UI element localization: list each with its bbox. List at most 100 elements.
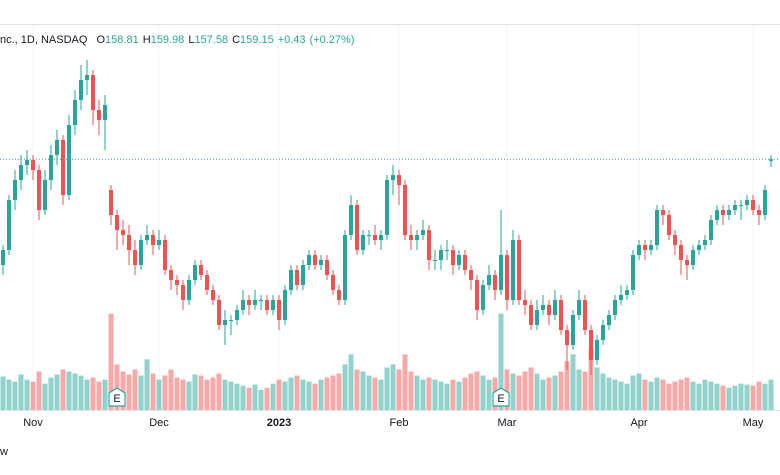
volume-bar [504,369,510,410]
candle-body [463,255,467,270]
volume-bar [696,383,702,410]
legend-key: H [143,34,151,46]
candle-body [223,320,227,325]
volume-bar [240,385,246,410]
candle-body [379,235,383,240]
candle-body [631,255,635,290]
candle-body [415,235,419,240]
volume-bar [210,377,216,410]
volume-bar [750,385,756,410]
volume-bar [366,375,372,410]
volume-bar [708,381,714,410]
candle-body [19,165,23,180]
volume-bar [600,373,606,410]
volume-layer [0,313,774,410]
x-tick-label: Apr [630,417,647,429]
candle-body [757,210,761,215]
x-tick-label: Feb [390,417,409,429]
candle-body [325,260,329,275]
volume-bar [6,379,12,410]
volume-bar [756,381,762,410]
volume-bar [288,377,294,410]
candle-body [211,290,215,300]
volume-bar [726,387,732,410]
volume-bar [96,381,102,410]
volume-bar [330,375,336,410]
candle-body [553,300,557,315]
legend-change-pct: (+0.27%) [310,34,355,46]
candle-body [523,300,527,305]
candle-body [295,270,299,285]
candle-body [511,240,515,300]
candle-body [145,235,149,240]
volume-bar [168,369,174,410]
volume-bar [480,375,486,410]
candle-body [85,75,89,80]
candle-body [751,200,755,210]
volume-bar [630,375,636,410]
volume-bar [414,375,420,410]
candle-body [55,140,59,155]
volume-bar [306,381,312,410]
volume-bar [360,371,366,410]
volume-bar [390,364,396,410]
candle-body [565,330,569,345]
volume-bar [246,387,252,410]
volume-bar [444,383,450,410]
candle-body [685,260,689,265]
candle-body [649,245,653,250]
volume-bar [672,381,678,410]
volume-bar [714,383,720,410]
candle-body [499,255,503,290]
candle-body [619,295,623,300]
volume-bar [486,379,492,410]
volume-bar [510,373,516,410]
candle-body [91,75,95,110]
volume-bar [768,379,774,410]
volume-bar [264,387,270,410]
candle-body [205,275,209,290]
candle-body [745,200,749,205]
symbol: nc., 1D, NASDAQ [0,34,88,46]
volume-bar [324,377,330,410]
volume-bar [720,385,726,410]
event-label: E [113,393,120,405]
x-tick-label: 2023 [267,417,291,429]
candle-body [583,300,587,330]
candle-body [175,280,179,285]
candle-body [763,190,767,215]
volume-bar [582,371,588,410]
volume-bar [90,377,96,410]
candle-body [445,250,449,251]
candle-body [571,315,575,345]
volume-bar [270,383,276,410]
x-tick-label: May [743,417,764,429]
candle-body [241,300,245,310]
x-tick-label: Mar [498,417,517,429]
candle-body [505,255,509,300]
volume-bar [318,379,324,410]
volume-bar [738,383,744,410]
volume-bar [678,379,684,410]
candle-body [319,260,323,265]
volume-bar [456,381,462,410]
candle-body [577,300,581,315]
candle-body [31,160,35,170]
event-label: E [497,393,504,405]
volume-bar [216,373,222,410]
legend-value: 157.58 [194,34,228,46]
volume-bar [78,375,84,410]
volume-bar [552,375,558,410]
candle-body [487,275,491,285]
candle-body [643,245,647,250]
volume-bar [654,377,660,410]
legend-key: O [96,34,105,46]
volume-bar [108,313,114,410]
volume-bar [132,369,138,410]
volume-bar [732,385,738,410]
volume-bar [744,384,750,410]
volume-bar [402,354,408,410]
candle-body [661,210,665,215]
volume-bar [516,375,522,410]
